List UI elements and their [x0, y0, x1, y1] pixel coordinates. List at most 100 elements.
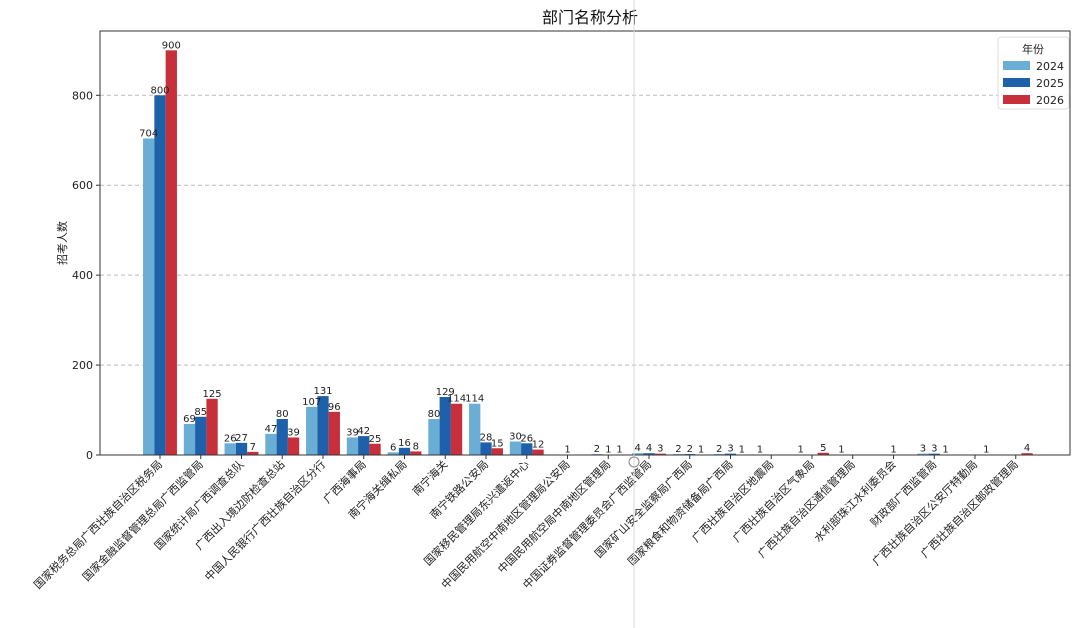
- value-label: 1: [942, 445, 948, 456]
- legend: 年份 2024 2025 2026: [997, 36, 1070, 110]
- bar-2024: [632, 453, 644, 455]
- value-label: 5: [820, 443, 826, 454]
- plot-frame: [99, 30, 1071, 456]
- value-label: 39: [346, 427, 359, 438]
- bar-2025: [643, 453, 655, 455]
- value-label: 114: [465, 394, 484, 405]
- bar-2026: [532, 449, 544, 455]
- value-label: 1: [890, 445, 896, 456]
- value-label: 4: [646, 443, 652, 454]
- value-label: 85: [194, 407, 207, 418]
- bar-2026: [654, 453, 666, 455]
- value-label: 1: [838, 445, 844, 456]
- bar-2024: [346, 437, 359, 455]
- cursor-ring: [628, 456, 640, 468]
- value-label: 129: [436, 387, 455, 398]
- value-label: 704: [139, 128, 158, 139]
- value-label: 3: [657, 444, 663, 455]
- bar-2025: [154, 95, 166, 455]
- bar-2025: [439, 396, 451, 455]
- bar-2024: [387, 452, 399, 455]
- bar-2026: [369, 443, 381, 455]
- x-tick-label: 南宁海关: [409, 457, 450, 498]
- value-label: 80: [276, 409, 289, 420]
- bar-2024: [509, 441, 522, 455]
- bar-2024: [917, 453, 929, 455]
- value-label: 2: [594, 444, 600, 455]
- value-label: 25: [369, 434, 382, 445]
- value-label: 2: [675, 444, 681, 455]
- legend-swatch-2025: [1003, 78, 1030, 87]
- bar-2025: [480, 442, 492, 455]
- bar-2026: [491, 448, 503, 455]
- value-label: 30: [509, 432, 522, 443]
- y-tick-label: 200: [72, 359, 93, 372]
- y-axis: 0 200 400 600 800: [72, 89, 100, 462]
- value-label: 3: [727, 444, 733, 455]
- y-tick-label: 0: [86, 449, 93, 462]
- value-label: 26: [224, 433, 237, 444]
- value-label: 1: [983, 445, 989, 456]
- chart-title: 部门名称分析: [542, 8, 638, 27]
- value-labels: 7048009006985125262774780391071319639422…: [139, 40, 1030, 455]
- bar-2025: [235, 442, 248, 455]
- bar-2024: [306, 406, 318, 455]
- value-label: 15: [491, 438, 504, 449]
- x-tick-label: 广西壮族自治区地震局: [689, 457, 777, 545]
- bar-2024: [265, 433, 277, 455]
- value-label: 1: [564, 445, 570, 456]
- value-label: 114: [447, 394, 466, 405]
- bar-2025: [521, 443, 533, 455]
- x-tick-label: 水利部珠江水利委员会: [811, 457, 899, 545]
- value-label: 2: [687, 444, 693, 455]
- grid-lines: [100, 94, 1070, 366]
- legend-swatch-2026: [1003, 95, 1030, 104]
- bar-2025: [195, 416, 207, 455]
- value-label: 96: [328, 402, 341, 413]
- legend-label: 2026: [1036, 94, 1064, 107]
- value-label: 16: [398, 438, 411, 449]
- bar-2024: [224, 443, 236, 455]
- bar-2025: [724, 453, 737, 455]
- bar-2025: [317, 396, 329, 455]
- bar-2025: [398, 447, 411, 455]
- value-label: 8: [413, 441, 419, 452]
- value-label: 7: [250, 442, 256, 453]
- value-label: 900: [162, 40, 181, 51]
- bar-2026: [328, 411, 340, 455]
- value-label: 4: [635, 443, 641, 454]
- value-label: 1: [798, 445, 804, 456]
- y-tick-label: 800: [72, 89, 93, 102]
- value-label: 39: [287, 427, 300, 438]
- x-axis: 国家税务总局广西壮族自治区税务局国家金融监督管理总局广西监管局国家统计局广西调查…: [31, 455, 1021, 592]
- value-label: 27: [235, 433, 248, 444]
- y-tick-label: 600: [72, 179, 93, 192]
- value-label: 4: [1024, 443, 1030, 454]
- value-label: 1: [757, 445, 763, 456]
- value-label: 1: [605, 445, 611, 456]
- value-label: 1: [739, 445, 745, 456]
- value-label: 3: [931, 444, 937, 455]
- value-label: 2: [716, 444, 722, 455]
- value-label: 47: [265, 424, 278, 435]
- bar-2026: [247, 451, 259, 455]
- bar-2026: [287, 437, 300, 455]
- x-tick-label: 广西壮族自治区气象局: [729, 457, 817, 545]
- bar-2026: [206, 398, 218, 455]
- legend-swatch-2024: [1003, 61, 1030, 70]
- bar-2026: [1021, 453, 1033, 455]
- bar-2025: [928, 453, 940, 455]
- legend-title: 年份: [1022, 42, 1044, 56]
- y-axis-label: 招考人数: [55, 221, 69, 265]
- value-label: 3: [920, 444, 926, 455]
- value-label: 26: [520, 433, 533, 444]
- bar-2024: [469, 403, 481, 455]
- value-label: 125: [203, 389, 222, 400]
- bar-2025: [276, 419, 288, 455]
- value-label: 107: [302, 397, 321, 408]
- value-label: 1: [698, 445, 704, 456]
- bars: [143, 50, 1033, 455]
- bar-2024: [143, 138, 155, 455]
- bar-2025: [358, 436, 370, 455]
